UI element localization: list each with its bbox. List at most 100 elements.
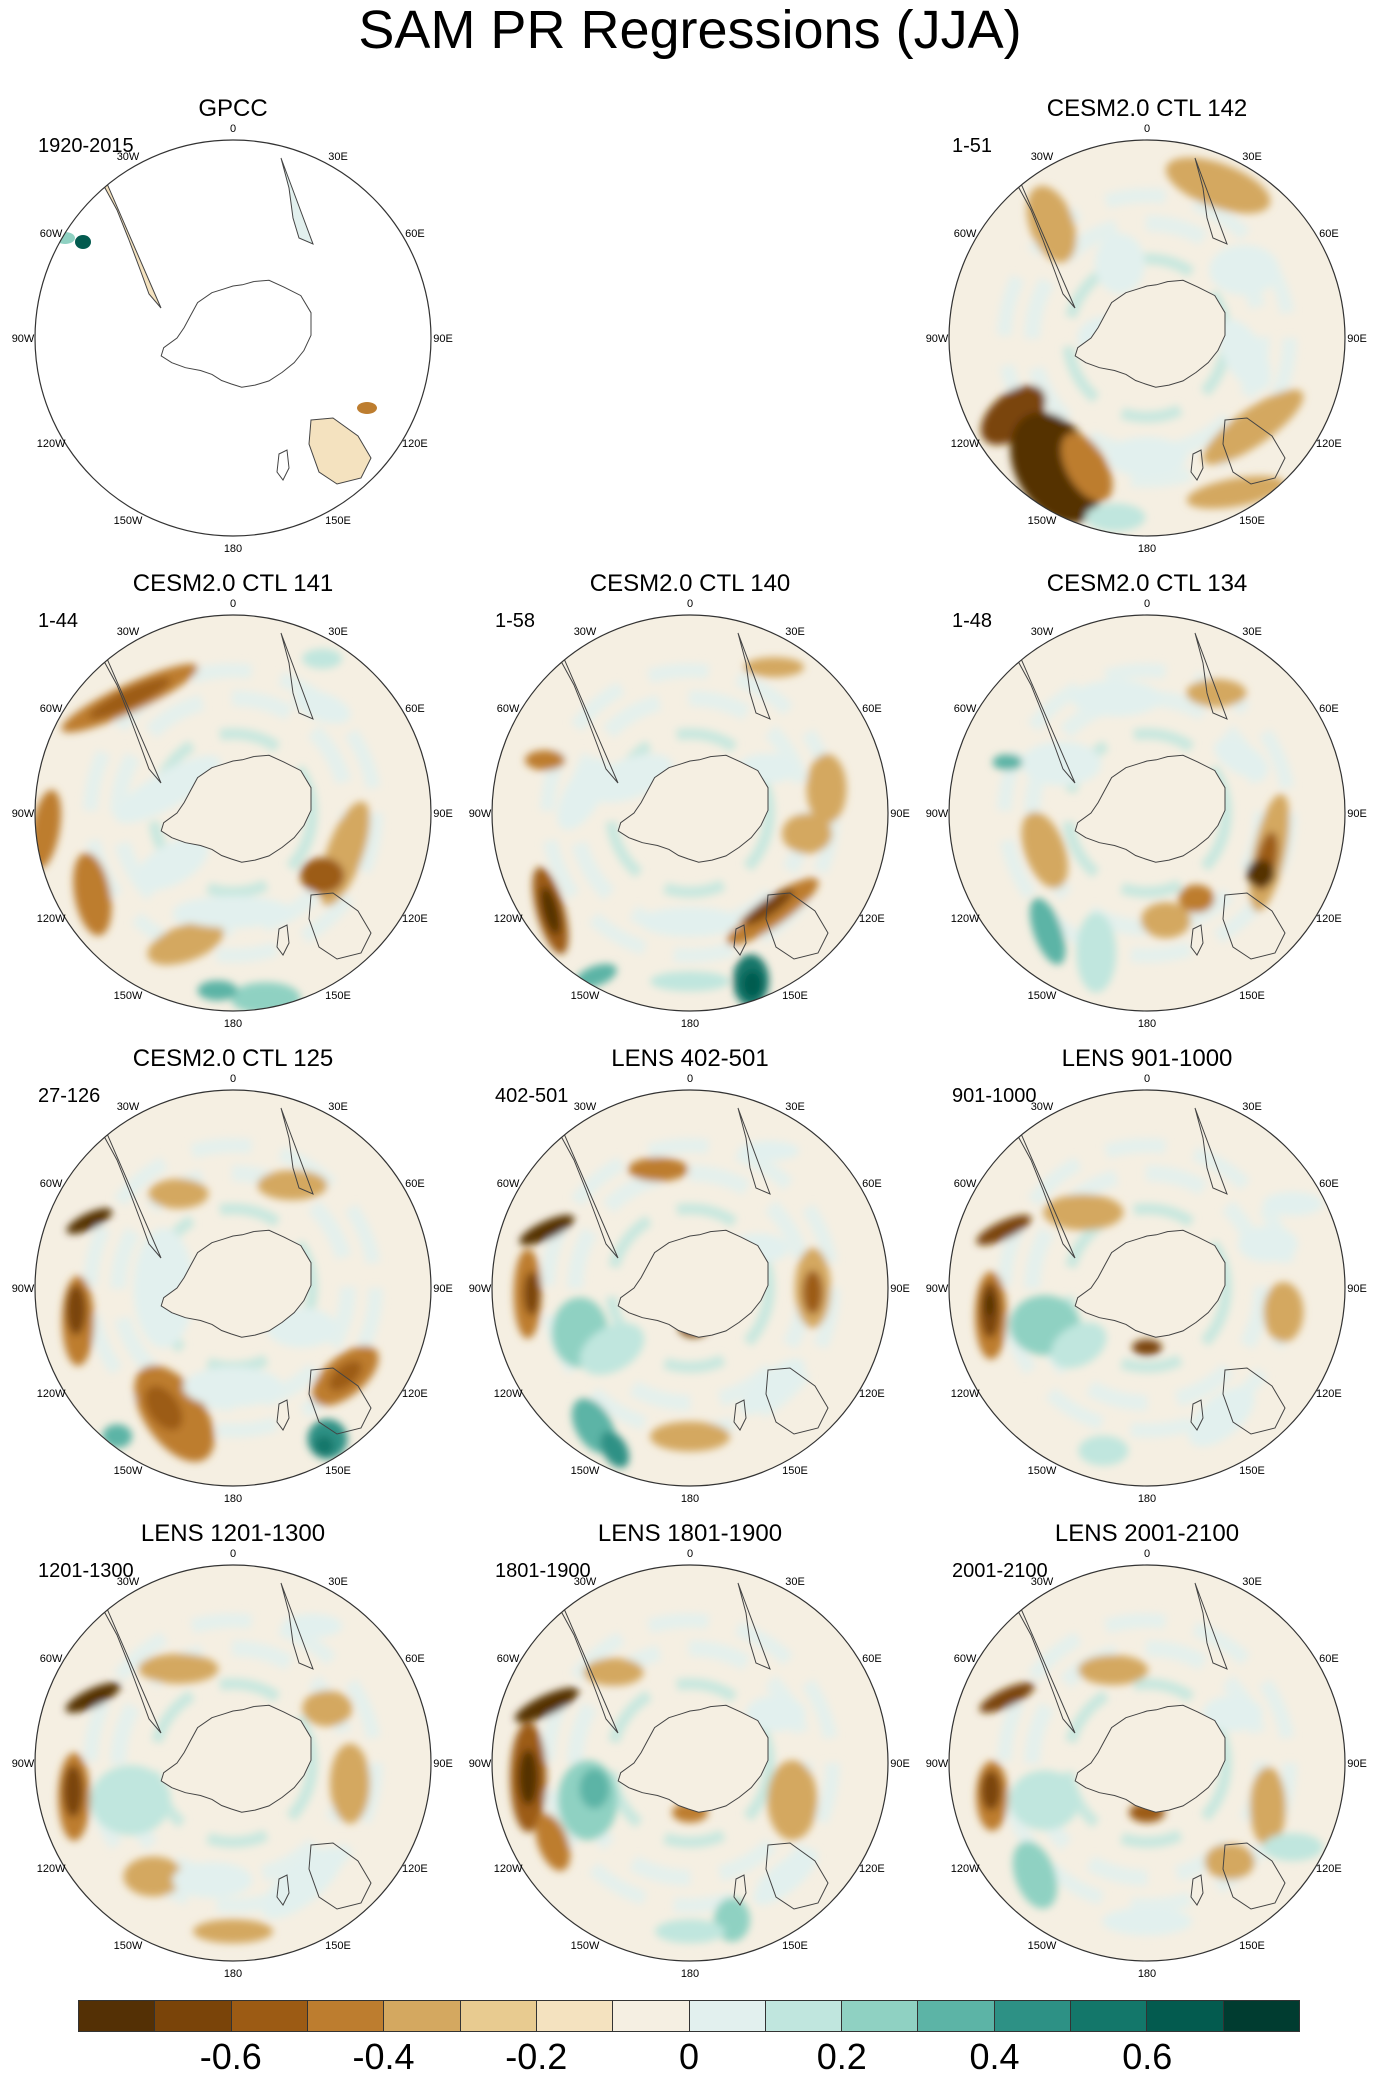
anomaly-blob: [744, 657, 805, 678]
anomaly-blob: [743, 888, 794, 926]
longitude-label: 60W: [40, 1653, 63, 1665]
anomaly-blob: [144, 1385, 183, 1431]
longitude-label: 60E: [862, 703, 882, 715]
anomaly-blob: [628, 1157, 689, 1182]
anomaly-blob: [65, 1682, 121, 1713]
longitude-label: 120E: [859, 1388, 885, 1400]
panel-title: LENS 2001-2100: [1055, 1520, 1239, 1547]
map-panel: CESM2.0 CTL 125 27-126 0 30E 60E 90E 120E 150E 1…: [12, 1045, 453, 1505]
anomaly-blob: [1021, 811, 1068, 889]
longitude-label: 120E: [1316, 1863, 1342, 1875]
longitude-label: 90W: [926, 1283, 949, 1295]
longitude-label: 90E: [433, 808, 453, 820]
longitude-label: 120E: [402, 1388, 428, 1400]
longitude-label: 30E: [1242, 626, 1262, 638]
coastlines: [1008, 1105, 1286, 1435]
anomaly-blob: [518, 1749, 539, 1806]
longitude-label: 30W: [117, 1101, 140, 1113]
map-boundary: [491, 1089, 889, 1487]
anomaly-blob: [655, 1919, 725, 1944]
longitude-label: 180: [1138, 1493, 1156, 1505]
anomaly-blob: [1078, 1655, 1149, 1685]
longitude-label: 150E: [1239, 1465, 1265, 1477]
map-panel: LENS 2001-2100 2001-2100 0 30E 60E 90E 120E 150…: [926, 1520, 1367, 1980]
anomaly-blob: [302, 648, 343, 669]
panel-period-label: 1920-2015: [38, 135, 134, 157]
longitude-label: 90E: [433, 333, 453, 345]
coastlines: [94, 1580, 372, 1910]
map-panel: LENS 1201-1300 1201-1300 0 30E 60E 90E 120E 150…: [12, 1520, 453, 1980]
longitude-label: 30E: [328, 1576, 348, 1588]
longitude-label: 150E: [1239, 515, 1265, 527]
map-panel: LENS 1801-1900 1801-1900 0 30E 60E 90E 120E 150…: [469, 1520, 910, 1980]
anomaly-blob: [1204, 1843, 1255, 1880]
longitude-label: 180: [681, 1968, 699, 1980]
colorbar: [78, 2000, 1300, 2032]
longitude-label: 180: [1138, 543, 1156, 555]
colorbar-swatch: [155, 2001, 232, 2031]
coastlines: [551, 1580, 829, 1910]
longitude-label: 30W: [1031, 1101, 1054, 1113]
anomaly-blob: [579, 1323, 645, 1375]
longitude-label: 60E: [862, 1653, 882, 1665]
anomaly-blob: [66, 1285, 87, 1335]
longitude-label: 0: [230, 1073, 236, 1085]
map-boundary: [34, 1089, 432, 1487]
longitude-label: 90E: [890, 1283, 910, 1295]
longitude-label: 90W: [926, 808, 949, 820]
anomaly-blob: [123, 1856, 184, 1897]
longitude-label: 90W: [469, 808, 492, 820]
anomaly-blob: [102, 1424, 133, 1449]
anomaly-blob: [535, 1813, 571, 1871]
longitude-label: 180: [224, 1968, 242, 1980]
longitude-label: 60W: [954, 1653, 977, 1665]
longitude-label: 150W: [571, 990, 600, 1002]
anomaly-blob: [90, 1765, 171, 1836]
longitude-label: 60W: [954, 228, 977, 240]
anomaly-blob: [230, 982, 301, 1011]
anomaly-blob: [767, 1760, 818, 1841]
longitude-label: 120E: [859, 1863, 885, 1875]
longitude-label: 120W: [951, 1863, 980, 1875]
colorbar-swatch: [613, 2001, 690, 2031]
anomaly-blob: [173, 896, 293, 928]
anomaly-blob: [514, 1687, 579, 1723]
anomaly-blob: [519, 1215, 575, 1246]
anomaly-blob: [587, 754, 673, 803]
anomaly-blob: [1140, 902, 1191, 939]
anomaly-blob: [1107, 436, 1187, 477]
longitude-label: 120E: [1316, 913, 1342, 925]
anomaly-blob: [1249, 1767, 1286, 1847]
panel-title: GPCC: [198, 95, 267, 122]
longitude-label: 120E: [859, 913, 885, 925]
longitude-label: 120W: [37, 1388, 66, 1400]
precip-field: [949, 615, 1345, 1011]
anomaly-blob: [992, 754, 1023, 771]
longitude-label: 180: [1138, 1018, 1156, 1030]
anomaly-blob: [1214, 738, 1269, 779]
anomaly-blob: [753, 1848, 818, 1905]
anomaly-blob: [600, 1431, 630, 1468]
longitude-label: 30E: [1242, 1101, 1262, 1113]
anomaly-blob: [1094, 233, 1145, 294]
longitude-label: 0: [230, 123, 236, 135]
longitude-label: 60E: [1319, 1653, 1339, 1665]
panel-period-label: 1-44: [38, 610, 78, 632]
longitude-label: 0: [687, 1548, 693, 1560]
longitude-label: 60E: [405, 1653, 425, 1665]
colorbar-swatch: [79, 2001, 156, 2031]
longitude-label: 90E: [1347, 333, 1367, 345]
longitude-label: 120W: [951, 438, 980, 450]
anomaly-blob: [197, 980, 238, 1001]
longitude-label: 60W: [40, 228, 63, 240]
anomaly-blob: [981, 1770, 1001, 1811]
anomaly-blob: [1188, 1386, 1255, 1447]
longitude-label: 30W: [574, 626, 597, 638]
map-boundary: [948, 1089, 1346, 1487]
map-boundary: [491, 614, 889, 1012]
anomaly-blob: [742, 970, 763, 999]
colorbar-swatch: [536, 2001, 614, 2031]
longitude-label: 150E: [325, 515, 351, 527]
anomaly-blob: [1050, 1322, 1107, 1369]
precip-field: [35, 1565, 431, 1961]
